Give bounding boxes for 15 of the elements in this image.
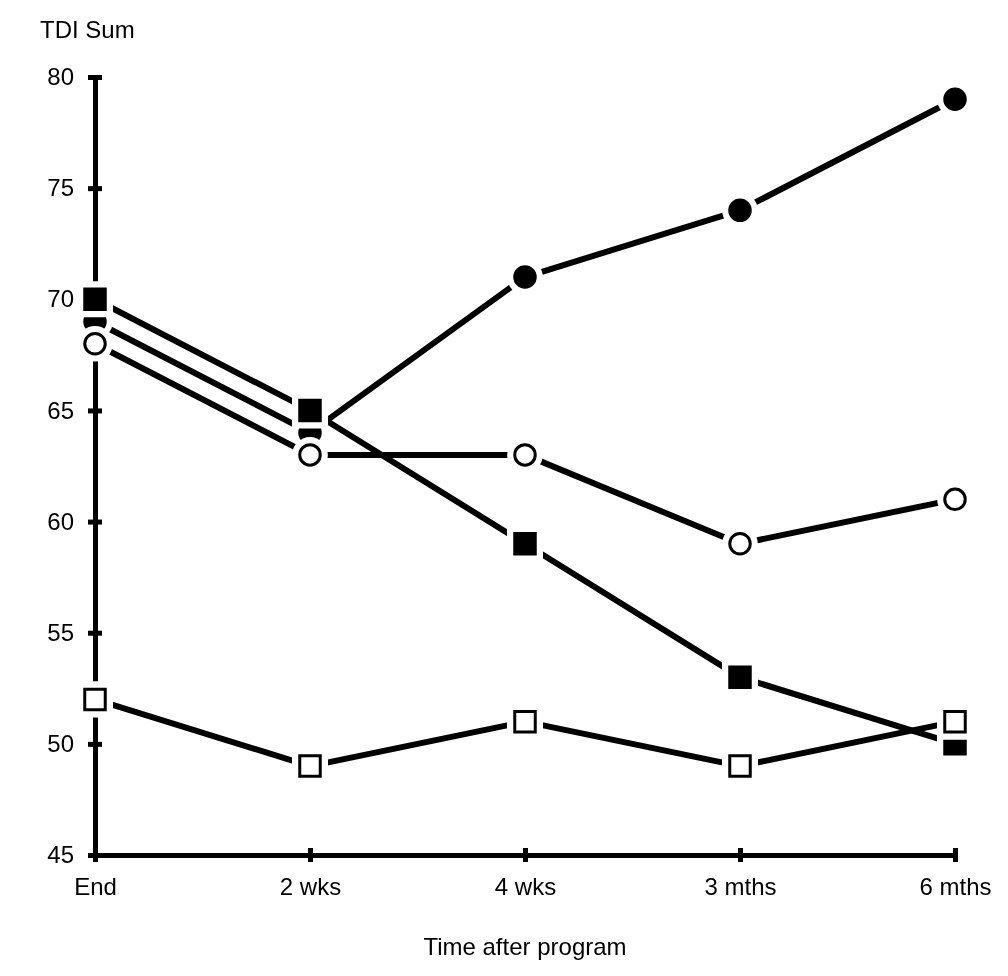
y-tick-label: 75: [47, 174, 74, 202]
y-axis-title: TDI Sum: [40, 16, 135, 43]
y-tick-label: 70: [47, 285, 74, 313]
y-tick-label: 80: [47, 63, 74, 91]
x-tick-label: 2 wks: [279, 873, 342, 901]
x-axis-title: Time after program: [423, 933, 627, 960]
y-tick-label: 45: [47, 841, 74, 869]
x-tick-label: 4 wks: [494, 873, 557, 901]
y-tick-label: 50: [47, 730, 74, 758]
x-tick-label: 3 mths: [704, 873, 777, 901]
y-tick-label: 60: [47, 507, 74, 535]
x-tick-label: End: [74, 873, 117, 901]
y-tick-label: 55: [47, 618, 74, 646]
y-tick-label: 65: [47, 396, 74, 424]
x-tick-label: 6 mths: [919, 873, 992, 901]
